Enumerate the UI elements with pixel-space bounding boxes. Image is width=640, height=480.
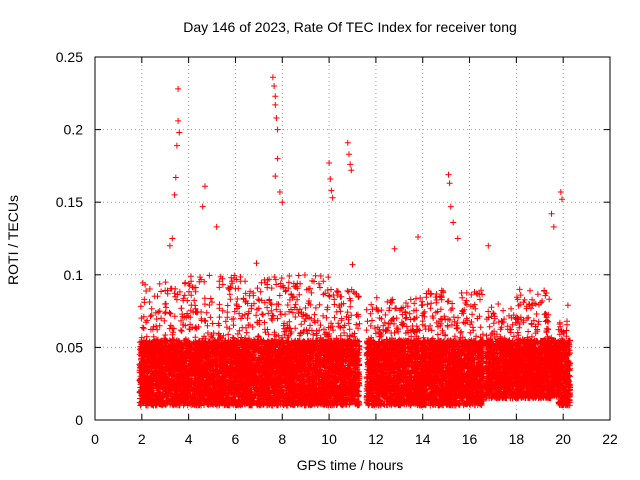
y-tick-label: 0 (75, 412, 83, 428)
x-tick-label: 6 (232, 431, 240, 447)
grid-lines (95, 57, 610, 420)
x-tick-label: 14 (415, 431, 431, 447)
x-tick-label: 10 (321, 431, 337, 447)
y-tick-label: 0.2 (64, 122, 84, 138)
y-tick-label: 0.1 (64, 267, 84, 283)
data-points (136, 74, 574, 409)
scatter-marks (136, 74, 574, 409)
y-tick-label: 0.15 (56, 194, 83, 210)
y-tick-label: 0.25 (56, 49, 83, 65)
axis-ticks (94, 56, 611, 421)
x-tick-label: 16 (462, 431, 478, 447)
y-axis-label: ROTI / TECUs (5, 195, 21, 285)
x-tick-label: 4 (185, 431, 193, 447)
x-tick-label: 22 (602, 431, 618, 447)
chart-title: Day 146 of 2023, Rate Of TEC Index for r… (183, 19, 517, 35)
plot-frame (94, 56, 611, 421)
x-tick-label: 12 (368, 431, 384, 447)
x-tick-label: 0 (91, 431, 99, 447)
y-tick-labels: 0 0.05 0.1 0.15 0.2 0.25 (56, 49, 83, 428)
x-tick-label: 8 (278, 431, 286, 447)
x-tick-labels: 0 2 4 6 8 10 12 14 16 18 20 22 (91, 431, 618, 447)
y-tick-label: 0.05 (56, 339, 83, 355)
x-tick-label: 20 (555, 431, 571, 447)
x-tick-label: 18 (509, 431, 525, 447)
x-tick-label: 2 (138, 431, 146, 447)
x-axis-label: GPS time / hours (297, 457, 404, 473)
